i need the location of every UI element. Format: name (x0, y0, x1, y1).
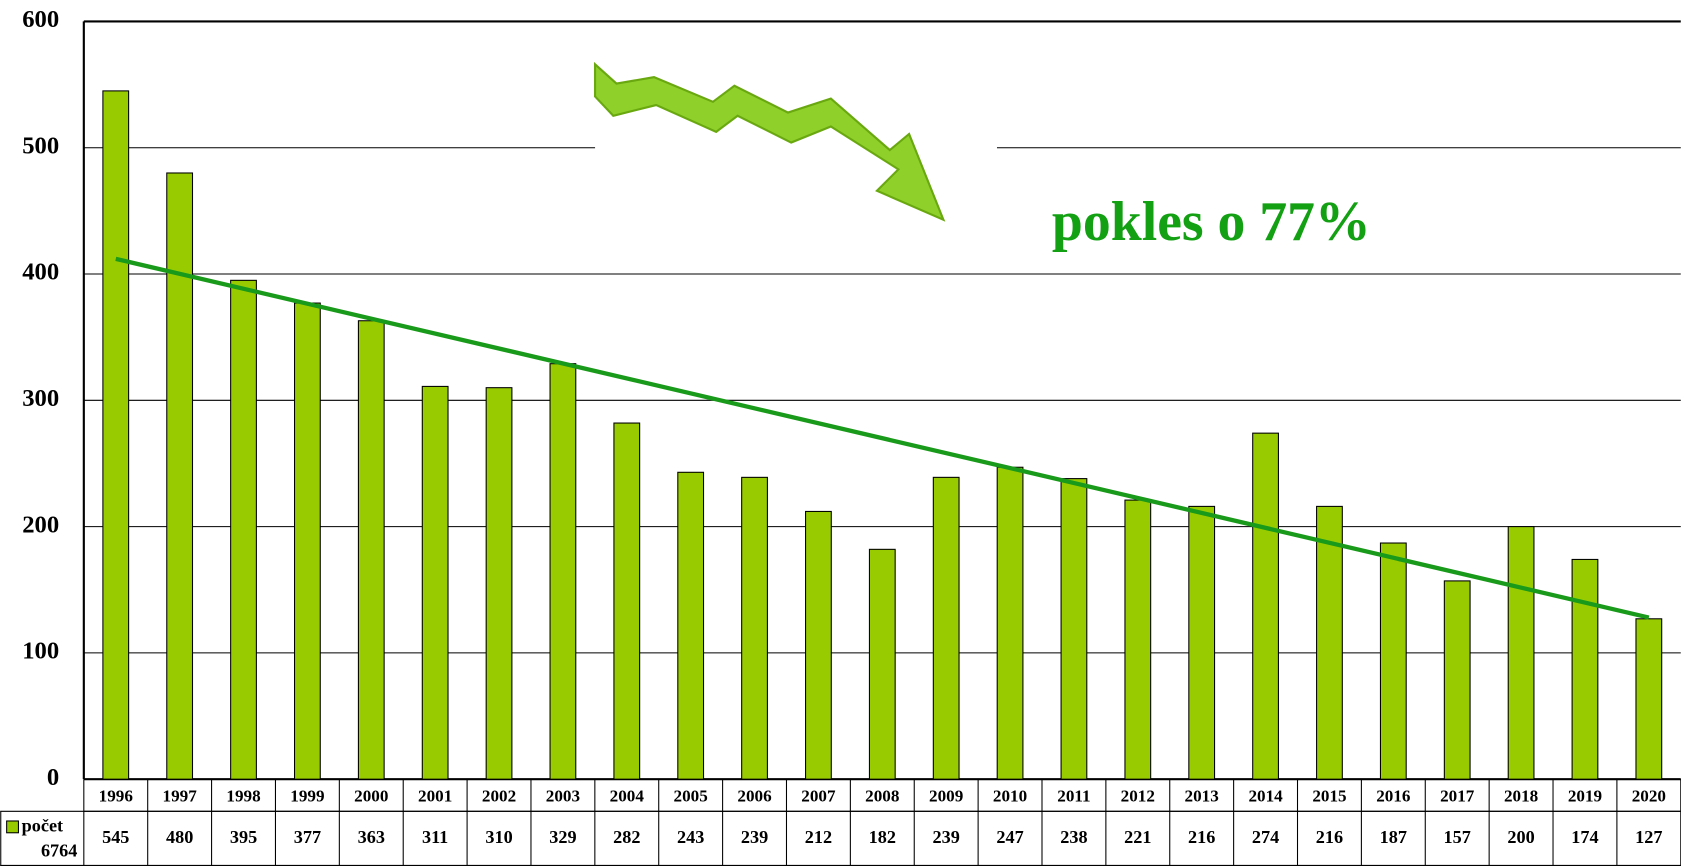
y-tick-label: 400 (22, 259, 59, 286)
table-value: 243 (677, 827, 704, 847)
x-tick-label: 2010 (993, 786, 1027, 805)
bar (357, 320, 385, 780)
x-tick-label: 2000 (354, 786, 388, 805)
x-tick-label: 2019 (1568, 786, 1602, 805)
x-tick-label: 2009 (929, 786, 963, 805)
table-value: 239 (741, 827, 768, 847)
table-value: 274 (1252, 827, 1279, 847)
x-tick-label: 2014 (1248, 786, 1283, 805)
bar (741, 476, 768, 780)
x-tick-label: 2004 (610, 786, 645, 805)
x-tick-label: 2020 (1632, 786, 1666, 805)
bar (230, 279, 257, 780)
table-value: 182 (869, 827, 896, 847)
bar (1252, 432, 1279, 780)
x-tick-label: 2013 (1185, 786, 1219, 805)
table-value: 282 (613, 827, 640, 847)
x-tick-label: 2012 (1121, 786, 1155, 805)
x-tick-label: 2008 (865, 786, 899, 805)
bar (613, 422, 641, 780)
table-value: 216 (1316, 827, 1343, 847)
legend-label: počet (22, 816, 63, 836)
x-tick-label: 1997 (163, 786, 198, 805)
bar (1124, 499, 1152, 780)
bar (677, 471, 705, 780)
bar (549, 363, 577, 780)
y-tick-label: 300 (22, 385, 59, 412)
table-value: 545 (102, 827, 129, 847)
x-tick-label: 2018 (1504, 786, 1538, 805)
y-tick-label: 0 (47, 764, 59, 791)
table-value: 363 (358, 827, 385, 847)
y-tick-label: 200 (22, 511, 59, 538)
bar (932, 476, 960, 780)
table-value: 247 (996, 827, 1023, 847)
x-tick-label: 1998 (226, 786, 260, 805)
bar (1060, 478, 1088, 780)
table-value: 480 (166, 827, 193, 847)
table-value: 329 (549, 827, 576, 847)
legend-total: 6764 (41, 840, 77, 860)
table-value: 395 (230, 827, 257, 847)
bar (1379, 542, 1407, 780)
x-tick-label: 2001 (418, 786, 452, 805)
table-value: 239 (933, 827, 960, 847)
bar (421, 385, 449, 780)
x-tick-label: 2006 (737, 786, 772, 805)
y-tick-label: 600 (22, 6, 59, 33)
bar (1443, 580, 1471, 780)
table-value: 311 (422, 827, 448, 847)
bar (996, 466, 1024, 780)
decline-arrow (593, 61, 946, 222)
x-tick-label: 2016 (1376, 786, 1411, 805)
table-value: 174 (1571, 827, 1598, 847)
x-tick-label: 2017 (1440, 786, 1475, 805)
bar (293, 302, 321, 780)
y-tick-label: 100 (22, 638, 59, 665)
bar (1635, 618, 1663, 780)
y-tick-label: 500 (22, 132, 59, 159)
table-value: 157 (1444, 827, 1471, 847)
table-value: 216 (1188, 827, 1215, 847)
table-value: 310 (485, 827, 512, 847)
bar (1188, 505, 1216, 780)
bar (1571, 558, 1599, 780)
annotation: pokles o 77% (1052, 191, 1371, 253)
bar (102, 90, 130, 780)
bar (1316, 505, 1343, 780)
table-value: 127 (1635, 827, 1662, 847)
x-tick-label: 1999 (290, 786, 324, 805)
table-value: 200 (1507, 827, 1534, 847)
bar (868, 548, 896, 780)
table-value: 221 (1124, 827, 1151, 847)
bar (1507, 526, 1535, 780)
table-value: 187 (1380, 827, 1407, 847)
bar (485, 387, 513, 780)
x-tick-label: 2015 (1312, 786, 1346, 805)
table-value: 212 (805, 827, 832, 847)
x-tick-label: 1996 (99, 786, 134, 805)
x-tick-label: 2011 (1057, 786, 1090, 805)
trend-line (115, 256, 1650, 620)
legend-swatch (6, 820, 19, 834)
table-value: 238 (1060, 827, 1087, 847)
table-value: 377 (294, 827, 321, 847)
bar (166, 172, 194, 780)
x-tick-label: 2003 (546, 786, 580, 805)
bar (805, 510, 832, 780)
x-tick-label: 2005 (674, 786, 708, 805)
x-tick-label: 2002 (482, 786, 516, 805)
x-tick-label: 2007 (801, 786, 836, 805)
